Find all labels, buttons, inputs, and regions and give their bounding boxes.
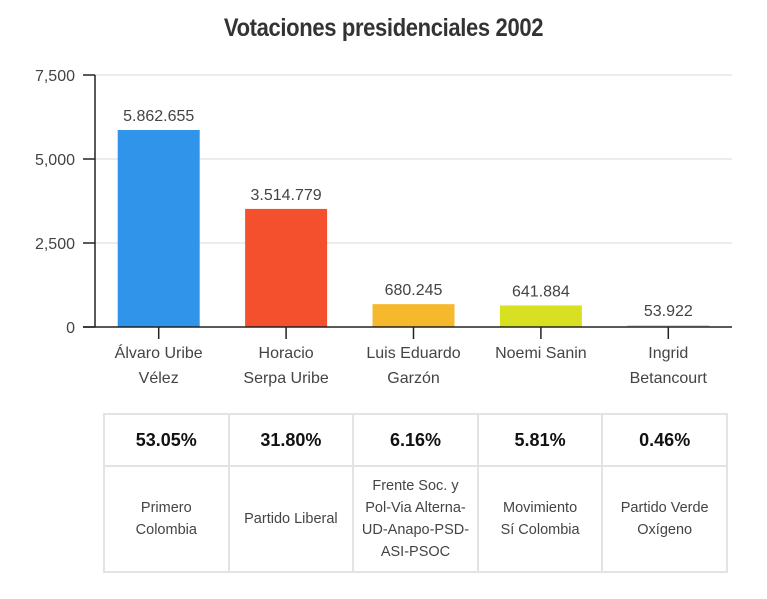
y-tick-label: 5,000 [35, 152, 75, 169]
x-tick-label: Ingrid [648, 345, 688, 362]
bar [372, 304, 455, 327]
y-tick-label: 0 [66, 320, 75, 337]
data-labels: 5.862.655 3.514.779 680.245 641.884 53.922 [123, 108, 693, 320]
data-label: 3.514.779 [251, 187, 322, 204]
x-tick-label: Garzón [387, 370, 439, 387]
party-row: Primero Colombia Partido Liberal Frente S… [103, 465, 728, 573]
x-tick-label: Serpa Uribe [243, 370, 328, 387]
percentage-row: 53.05% 31.80% 6.16% 5.81% 0.46% [103, 413, 728, 467]
x-tick-label: Horacio [259, 345, 314, 362]
data-label: 641.884 [512, 283, 570, 300]
data-label: 5.862.655 [123, 108, 194, 125]
x-tick-label: Luis Eduardo [366, 345, 460, 362]
bar [245, 208, 328, 327]
bar [117, 130, 200, 327]
party-cell: Primero Colombia [103, 465, 230, 573]
x-tick-label: Noemi Sanin [495, 345, 587, 362]
gridlines [95, 74, 732, 244]
x-tick-label: Álvaro Uribe [115, 343, 203, 362]
bars [117, 130, 710, 327]
percentage-cell: 31.80% [227, 413, 355, 467]
y-tick-label: 2,500 [35, 236, 75, 253]
x-axis: Álvaro Uribe Vélez Horacio Serpa Uribe Luis … [83, 326, 732, 387]
data-label: 53.922 [644, 303, 693, 320]
party-cell: Frente Soc. y Pol-Via Alterna- UD-Anapo-PS… [352, 465, 479, 573]
party-cell: Partido Verde Oxígeno [601, 465, 728, 573]
party-cell: Partido Liberal [227, 465, 355, 573]
bar-chart: 0 2,500 5,000 7,500 5.862.655 3.514.779 680.2… [35, 68, 732, 387]
bar [499, 305, 582, 327]
data-label: 680.245 [385, 282, 443, 299]
percentage-cell: 53.05% [103, 413, 230, 467]
y-tick-label: 7,500 [35, 68, 75, 85]
percentage-cell: 5.81% [476, 413, 604, 467]
y-axis: 0 2,500 5,000 7,500 [35, 68, 96, 337]
percentage-cell: 6.16% [352, 413, 479, 467]
x-tick-label: Betancourt [630, 370, 708, 387]
chart-title: Votaciones presidenciales 2002 [223, 14, 544, 42]
party-cell: Movimiento Sí Colombia [476, 465, 604, 573]
percentage-cell: 0.46% [601, 413, 728, 467]
bar [627, 325, 710, 327]
results-table: 53.05% 31.80% 6.16% 5.81% 0.46% Primero C… [103, 413, 728, 573]
x-tick-label: Vélez [139, 370, 179, 387]
